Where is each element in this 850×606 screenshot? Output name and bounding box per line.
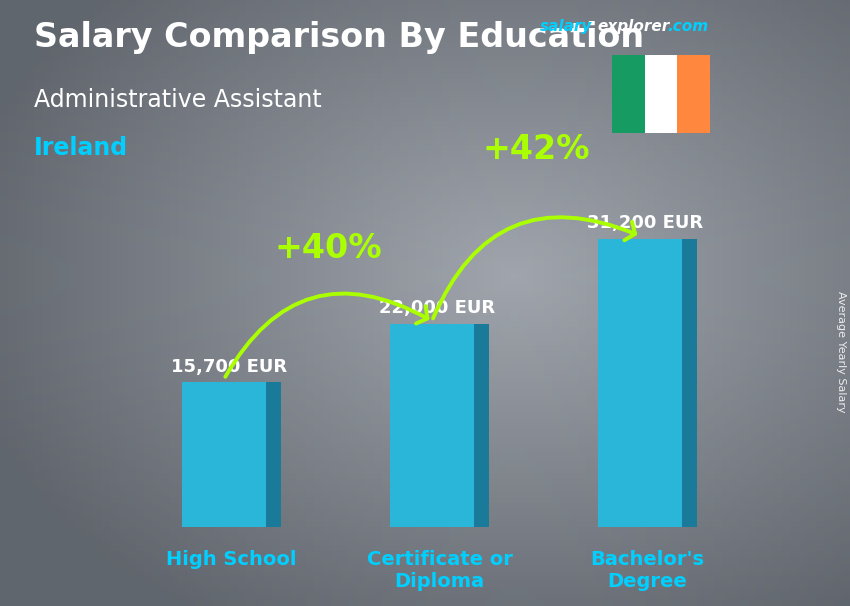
Text: +40%: +40% (275, 232, 382, 265)
Text: High School: High School (167, 550, 297, 570)
Text: Administrative Assistant: Administrative Assistant (34, 88, 322, 112)
Polygon shape (598, 239, 682, 527)
Text: Certificate or
Diploma: Certificate or Diploma (366, 550, 513, 591)
Polygon shape (265, 382, 280, 527)
Text: 22,000 EUR: 22,000 EUR (379, 299, 496, 318)
Text: Bachelor's
Degree: Bachelor's Degree (591, 550, 705, 591)
Text: Ireland: Ireland (34, 136, 128, 161)
Text: Average Yearly Salary: Average Yearly Salary (836, 291, 846, 412)
Polygon shape (390, 324, 473, 527)
Text: .com: .com (667, 19, 708, 35)
Polygon shape (183, 382, 265, 527)
Text: +42%: +42% (482, 133, 590, 166)
Text: 31,200 EUR: 31,200 EUR (587, 214, 704, 232)
Bar (612, 55, 644, 133)
Bar (644, 55, 677, 133)
Polygon shape (473, 324, 489, 527)
Bar (677, 55, 710, 133)
Text: explorer: explorer (598, 19, 670, 35)
Text: Salary Comparison By Education: Salary Comparison By Education (34, 21, 644, 54)
Text: 15,700 EUR: 15,700 EUR (172, 358, 287, 376)
Polygon shape (682, 239, 697, 527)
Text: salary: salary (540, 19, 592, 35)
